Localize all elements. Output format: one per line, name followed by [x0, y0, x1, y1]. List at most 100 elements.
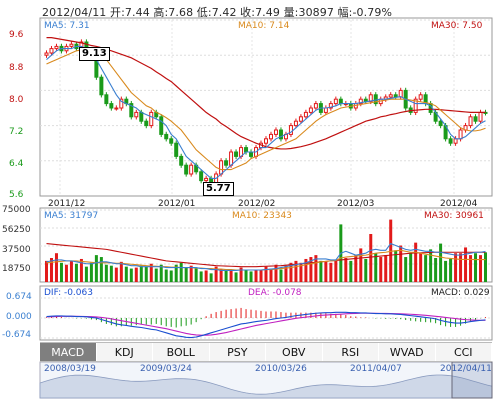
- volume-bar: [344, 258, 348, 282]
- tab-cci[interactable]: CCI: [435, 343, 492, 361]
- candle-body: [308, 107, 313, 113]
- candle-body: [109, 103, 114, 109]
- price-ma5-label: MA5: 7.31: [44, 21, 90, 31]
- tab-obv[interactable]: OBV: [266, 343, 323, 361]
- tab-wvad[interactable]: WVAD: [379, 343, 436, 361]
- volume-bar: [479, 255, 483, 282]
- volume-bar: [204, 270, 208, 282]
- indicator-tabs: MACD KDJ BOLL PSY OBV RSI WVAD CCI: [40, 342, 492, 362]
- tab-rsi[interactable]: RSI: [322, 343, 379, 361]
- candle-body: [169, 138, 174, 144]
- candle-body: [468, 116, 473, 127]
- volume-bar: [454, 253, 458, 282]
- candle-body: [388, 94, 393, 98]
- volume-ma30-line: [46, 243, 486, 268]
- candle-body: [244, 147, 249, 153]
- candle-body: [219, 160, 224, 175]
- volume-bar: [194, 268, 198, 282]
- volume-bar: [394, 250, 398, 282]
- price-x-tick: 2012/01: [158, 199, 196, 209]
- candle-body: [478, 111, 483, 122]
- volume-bar: [184, 267, 188, 282]
- volume-bar: [329, 262, 333, 282]
- price-x-tick: 2012/04: [440, 199, 478, 209]
- candle-body: [453, 138, 458, 144]
- volume-bar: [429, 249, 433, 282]
- candle-body: [393, 94, 398, 98]
- volume-bar: [249, 271, 253, 282]
- tab-kdj[interactable]: KDJ: [96, 343, 153, 361]
- candle-body: [438, 120, 443, 127]
- volume-ma5-label: MA5: 31797: [44, 211, 99, 221]
- price-y-tick: 8.0: [9, 95, 24, 105]
- volume-bar: [74, 263, 78, 282]
- tab-boll[interactable]: BOLL: [153, 343, 210, 361]
- overview-date: 2011/04/07: [350, 364, 402, 374]
- volume-bar: [254, 269, 258, 282]
- volume-bar: [314, 255, 318, 282]
- candle-body: [229, 151, 234, 166]
- volume-bar: [459, 253, 463, 282]
- volume-bar: [114, 267, 118, 282]
- price-x-tick: 2012/03: [337, 199, 375, 209]
- candle-body: [174, 142, 179, 157]
- volume-bar: [234, 272, 238, 282]
- candle-body: [418, 94, 423, 100]
- macd-y-tick: 0.000: [6, 312, 32, 322]
- candle-body: [149, 111, 154, 127]
- high-annotation: 9.13: [79, 47, 110, 61]
- candle-body: [298, 116, 303, 122]
- overview-date: 2010/03/26: [255, 364, 307, 374]
- volume-bar: [154, 268, 158, 282]
- volume-y-tick: 75000: [2, 205, 31, 215]
- price-panel-frame: [39, 17, 493, 197]
- candle-body: [313, 103, 318, 109]
- volume-bar: [84, 266, 88, 282]
- price-y-tick: 8.8: [9, 63, 24, 73]
- price-ma30-line: [46, 36, 486, 150]
- volume-bar: [59, 262, 63, 282]
- volume-bar: [294, 260, 298, 282]
- volume-bar: [99, 257, 103, 282]
- volume-bar: [224, 270, 228, 282]
- candle-body: [293, 120, 298, 127]
- candle-body: [104, 94, 109, 105]
- price-ma10-label: MA10: 7.14: [238, 21, 290, 31]
- volume-bar: [259, 270, 263, 282]
- price-y-tick: 5.6: [9, 190, 24, 200]
- volume-bar: [434, 258, 438, 282]
- overview-date: 2012/04/11: [440, 364, 492, 374]
- volume-bar: [109, 265, 113, 282]
- volume-bar: [364, 258, 368, 282]
- candle-body: [189, 164, 194, 175]
- volume-bar: [324, 261, 328, 282]
- price-ma5-line: [46, 45, 486, 179]
- overview-range-selector: [451, 361, 493, 399]
- macd-dea-line: [46, 312, 486, 336]
- volume-bar: [414, 242, 418, 282]
- candle-body: [159, 116, 164, 135]
- volume-bar: [159, 264, 163, 282]
- candle-body: [288, 125, 293, 135]
- tab-macd[interactable]: MACD: [40, 343, 97, 361]
- price-x-tick: 2012/02: [238, 199, 276, 209]
- candle-body: [338, 98, 343, 105]
- volume-bar: [264, 266, 268, 282]
- volume-bar: [269, 268, 273, 282]
- volume-bar: [374, 253, 378, 282]
- volume-bar: [214, 266, 218, 282]
- candle-body: [473, 116, 478, 122]
- price-ma30-label: MA30: 7.50: [431, 21, 483, 31]
- candle-body: [264, 138, 268, 144]
- candle-body: [49, 48, 54, 54]
- overview-date: 2008/03/19: [44, 364, 96, 374]
- candle-body: [458, 129, 463, 140]
- volume-bar: [354, 255, 358, 282]
- volume-bar: [49, 258, 53, 282]
- tab-psy[interactable]: PSY: [209, 343, 266, 361]
- candle-body: [139, 111, 144, 122]
- candle-body: [69, 43, 74, 47]
- volume-bar: [409, 253, 413, 282]
- volume-ma10-label: MA10: 23343: [232, 211, 292, 221]
- quote-header: 2012/04/11 开:7.44 高:7.68 低:7.42 收:7.49 量…: [42, 6, 392, 19]
